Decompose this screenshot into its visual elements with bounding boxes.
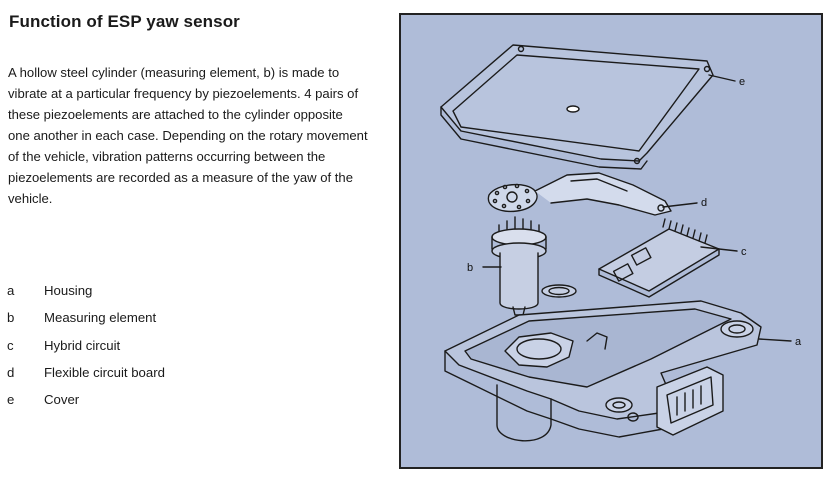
legend-item-b: b Measuring element <box>7 304 307 331</box>
exploded-view-diagram: e d c b a <box>399 13 823 469</box>
legend-list: a Housing b Measuring element c Hybrid c… <box>7 277 307 413</box>
legend-label: Flexible circuit board <box>44 365 165 380</box>
callout-d: d <box>701 197 707 209</box>
callout-c: c <box>741 246 747 258</box>
measuring-element-part <box>492 217 576 315</box>
legend-item-a: a Housing <box>7 277 307 304</box>
cover-part <box>441 45 713 169</box>
description-text: A hollow steel cylinder (measuring eleme… <box>8 62 368 209</box>
housing-part <box>445 301 761 441</box>
legend-key: b <box>7 310 44 325</box>
flex-circuit-part <box>488 173 671 215</box>
legend-label: Cover <box>44 392 79 407</box>
legend-key: a <box>7 283 44 298</box>
legend-item-c: c Hybrid circuit <box>7 332 307 359</box>
callout-e: e <box>739 76 745 88</box>
legend-key: e <box>7 392 44 407</box>
callout-b: b <box>467 262 473 274</box>
callout-a: a <box>795 336 802 348</box>
legend-label: Hybrid circuit <box>44 338 120 353</box>
legend-label: Housing <box>44 283 92 298</box>
description: A hollow steel cylinder (measuring eleme… <box>8 62 368 209</box>
legend-key: d <box>7 365 44 380</box>
page-title: Function of ESP yaw sensor <box>9 12 240 32</box>
legend-label: Measuring element <box>44 310 156 325</box>
hybrid-circuit-part <box>599 219 719 297</box>
legend-item-e: e Cover <box>7 386 307 413</box>
legend-key: c <box>7 338 44 353</box>
diagram-svg: e d c b a <box>401 15 821 467</box>
legend-item-d: d Flexible circuit board <box>7 359 307 386</box>
